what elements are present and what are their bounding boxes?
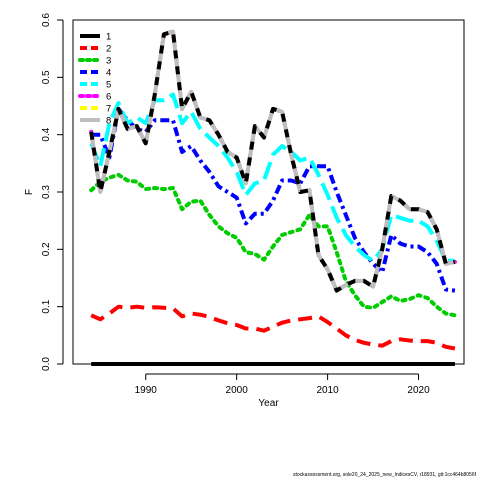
x-axis: 1990 2000 2010 2020	[135, 373, 430, 396]
y-tick-label: 0.2	[41, 242, 52, 256]
series-line-2	[90, 304, 456, 351]
plot-frame	[72, 19, 465, 365]
y-tick-label: 0.0	[41, 357, 52, 371]
x-tick-label: 2010	[316, 385, 339, 396]
legend-label-8: 8	[106, 116, 111, 127]
legend-label-4: 4	[106, 68, 111, 79]
x-tick-label: 2000	[226, 385, 249, 396]
series-line-8	[89, 29, 456, 293]
series-lines	[89, 29, 457, 366]
x-axis-title: Year	[258, 398, 279, 409]
y-tick-label: 0.3	[41, 185, 52, 199]
x-tick-label: 2020	[407, 385, 430, 396]
series-line-4	[91, 106, 456, 293]
x-tick-label: 1990	[135, 385, 158, 396]
legend-label-7: 7	[106, 104, 111, 115]
legend-label-2: 2	[106, 44, 111, 55]
y-tick-label: 0.6	[41, 13, 52, 27]
footnote: stockassessment.org, sole20_24_2025_new_…	[293, 472, 476, 478]
series-line-5	[89, 92, 455, 263]
legend-label-5: 5	[106, 80, 111, 91]
legend-label-3: 3	[106, 56, 111, 67]
series-line-7	[89, 29, 456, 293]
y-axis-title: F	[24, 189, 35, 195]
y-tick-label: 0.1	[41, 299, 52, 313]
legend-label-1: 1	[106, 32, 111, 43]
series-line-6	[89, 29, 457, 293]
y-tick-label: 0.5	[41, 70, 52, 84]
legend-label-6: 6	[106, 92, 111, 103]
y-tick-label: 0.4	[41, 127, 52, 141]
y-axis: 0.0 0.1 0.2 0.3 0.4 0.5 0.6	[41, 13, 64, 371]
series-line-overlay	[89, 29, 456, 293]
series-line-3	[89, 172, 457, 318]
